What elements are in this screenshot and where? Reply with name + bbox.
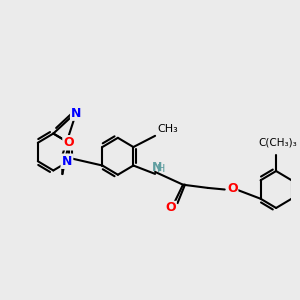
Text: H: H <box>157 164 165 174</box>
Text: C(CH₃)₃: C(CH₃)₃ <box>259 138 297 148</box>
Text: O: O <box>64 136 74 149</box>
Text: N: N <box>152 161 163 174</box>
Text: CH₃: CH₃ <box>157 124 178 134</box>
Text: O: O <box>227 182 238 195</box>
Text: O: O <box>166 201 176 214</box>
Text: N: N <box>62 155 72 168</box>
Text: N: N <box>71 106 82 120</box>
